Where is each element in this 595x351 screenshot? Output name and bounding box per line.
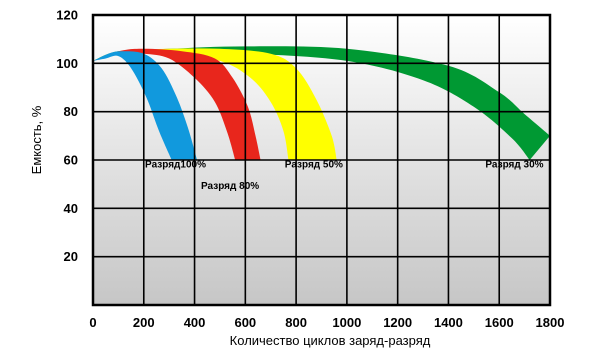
band-area-1 bbox=[93, 46, 550, 160]
band-area-2 bbox=[93, 48, 337, 160]
y-tick-label: 100 bbox=[56, 56, 78, 71]
y-axis-title: Емкость, % bbox=[29, 105, 44, 174]
band-label: Разряд 80% bbox=[201, 181, 259, 192]
capacity-bands bbox=[93, 46, 550, 160]
x-tick-label: 1800 bbox=[536, 315, 565, 330]
x-tick-label: 0 bbox=[89, 315, 96, 330]
x-tick-labels: 0 200 400 600 800 1000 1200 1400 1600 1800 bbox=[89, 315, 564, 330]
x-tick-label: 1600 bbox=[485, 315, 514, 330]
x-axis-title: Количество циклов заряд-разряд bbox=[230, 333, 431, 348]
band-label: Разряд100% bbox=[145, 159, 206, 170]
grid-lines bbox=[93, 15, 550, 305]
band-labels: Разряд100% Разряд 80% Разряд 50% Разряд 30% bbox=[145, 159, 544, 192]
band-label: Разряд 30% bbox=[485, 159, 543, 170]
band-label: Разряд 50% bbox=[285, 159, 343, 170]
band-area-4 bbox=[93, 51, 198, 160]
y-tick-label: 80 bbox=[64, 104, 78, 119]
x-tick-label: 800 bbox=[285, 315, 307, 330]
x-tick-label: 1200 bbox=[383, 315, 412, 330]
y-tick-label: 60 bbox=[64, 153, 78, 168]
x-tick-label: 400 bbox=[184, 315, 206, 330]
y-tick-label: 20 bbox=[64, 249, 78, 264]
plot-frame bbox=[91, 13, 552, 307]
x-tick-label: 600 bbox=[234, 315, 256, 330]
y-tick-labels: 20 40 60 80 100 120 bbox=[56, 8, 78, 265]
x-tick-label: 200 bbox=[133, 315, 155, 330]
y-tick-label: 120 bbox=[56, 8, 78, 23]
x-tick-label: 1400 bbox=[434, 315, 463, 330]
y-tick-label: 40 bbox=[64, 201, 78, 216]
band-area-3 bbox=[93, 48, 261, 160]
x-tick-label: 1000 bbox=[332, 315, 361, 330]
